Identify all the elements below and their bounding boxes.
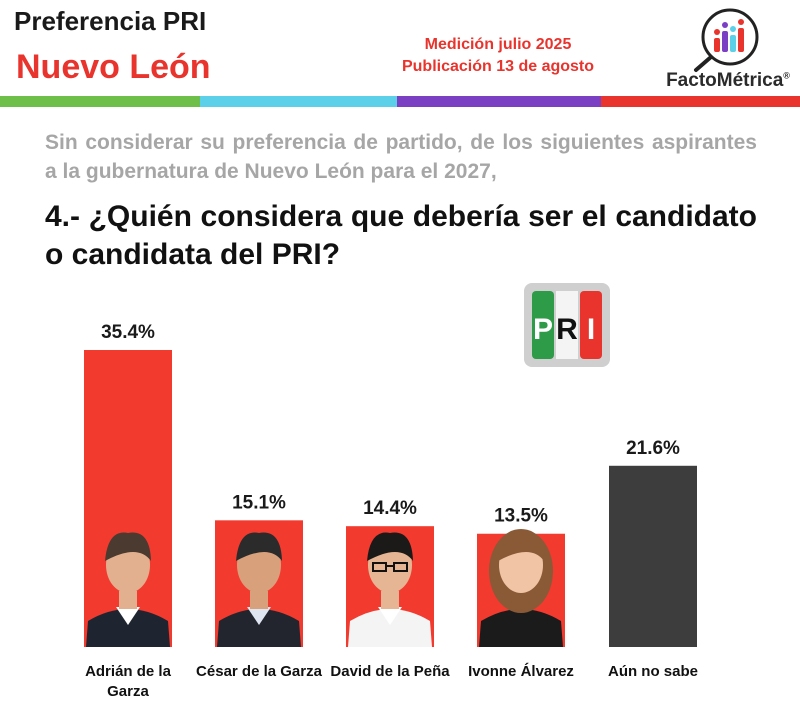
color-stripe-cyan: [200, 96, 397, 107]
value-label-4: 13.5%: [494, 506, 548, 527]
color-stripe-purple: [397, 96, 601, 107]
value-label-2: 15.1%: [232, 492, 286, 513]
candidate-photo-3: [348, 532, 432, 647]
candidate-photo-4: [479, 529, 563, 647]
value-label-1: 35.4%: [101, 322, 155, 343]
color-stripe-green: [0, 96, 200, 107]
header-state: Nuevo León: [16, 48, 211, 86]
bar-group-1: 35.4% Adrián de la Garza: [84, 322, 172, 700]
pri-letter-i: I: [587, 313, 595, 346]
bar-group-4: 13.5% Ivonne Álvarez: [468, 506, 574, 680]
pri-letter-p: P: [533, 313, 553, 346]
value-label-5: 21.6%: [626, 438, 680, 459]
bar-group-5: 21.6% Aún no sabe: [608, 438, 698, 680]
bar-group-2: 15.1% César de la Garza: [196, 492, 323, 680]
magnifier-chart-icon: [694, 8, 759, 72]
candidate-photo-2: [217, 532, 301, 647]
value-label-3: 14.4%: [363, 498, 417, 519]
category-label-5: Aún no sabe: [608, 663, 698, 680]
intro-text: Sin considerar su preferencia de partido…: [45, 131, 757, 183]
bar-5: [609, 465, 697, 647]
header-title: Preferencia PRI: [14, 6, 207, 36]
measurement-date: Medición julio 2025: [424, 36, 572, 53]
category-label-3: David de la Peña: [330, 663, 450, 680]
brand-name: FactoMétrica®: [666, 70, 790, 91]
category-label-1: Adrián de la Garza: [85, 663, 172, 700]
color-stripe-red: [601, 96, 800, 107]
category-label-2: César de la Garza: [196, 663, 323, 680]
measurement-info: Medición julio 2025 Publicación 13 de ag…: [380, 34, 616, 78]
candidate-photo-1: [86, 532, 170, 647]
bar-group-3: 14.4% David de la Peña: [330, 498, 450, 680]
pri-letter-r: R: [556, 313, 578, 346]
factometrica-logo: FactoMétrica®: [658, 4, 798, 96]
publication-date: Publicación 13 de agosto: [401, 58, 595, 75]
pri-logo: P R I: [524, 283, 610, 367]
category-label-4: Ivonne Álvarez: [468, 663, 574, 680]
question-text: 4.- ¿Quién considera que debería ser el …: [45, 200, 757, 271]
